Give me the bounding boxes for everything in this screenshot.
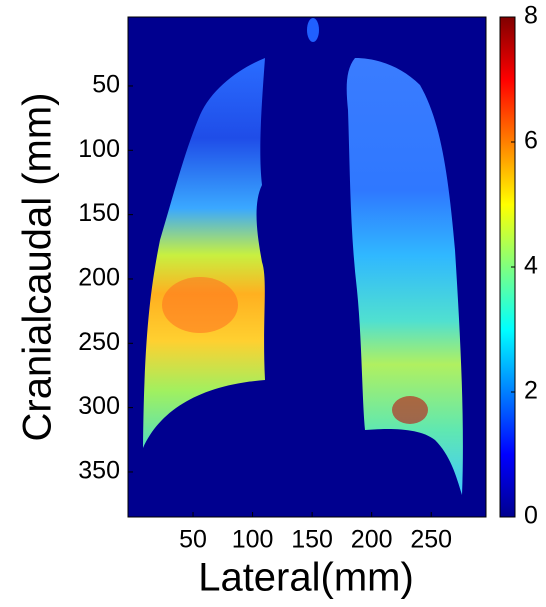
colorbar-tick-label: 2 <box>524 377 538 405</box>
hot-region <box>162 277 238 333</box>
y-tick-label: 200 <box>78 264 120 292</box>
chart: Lateral(mm) Cranialcaudal (mm) 50 100 150 2… <box>0 0 546 607</box>
x-tick-label: 250 <box>410 526 452 554</box>
x-axis-label: Lateral(mm) <box>198 556 414 600</box>
trachea <box>307 18 319 42</box>
colorbar-tick-label: 8 <box>524 2 538 30</box>
colorbar-tick-label: 6 <box>524 127 538 155</box>
y-tick-label: 250 <box>78 328 120 356</box>
x-tick-label: 200 <box>351 526 393 554</box>
colorbar-tick-label: 4 <box>524 252 538 280</box>
page: {"chart_data": {"type": "heatmap", "xlab… <box>0 0 546 607</box>
y-tick-label: 50 <box>92 71 120 99</box>
y-tick-label: 350 <box>78 457 120 485</box>
y-tick-label: 300 <box>78 392 120 420</box>
x-tick-label: 50 <box>179 526 207 554</box>
y-axis-label: Cranialcaudal (mm) <box>16 93 60 442</box>
colorbar-tick-label: 0 <box>524 502 538 530</box>
hot-region <box>392 396 428 424</box>
x-tick-label: 100 <box>232 526 274 554</box>
y-tick-label: 150 <box>78 199 120 227</box>
y-tick-label: 100 <box>78 135 120 163</box>
x-tick-label: 150 <box>291 526 333 554</box>
